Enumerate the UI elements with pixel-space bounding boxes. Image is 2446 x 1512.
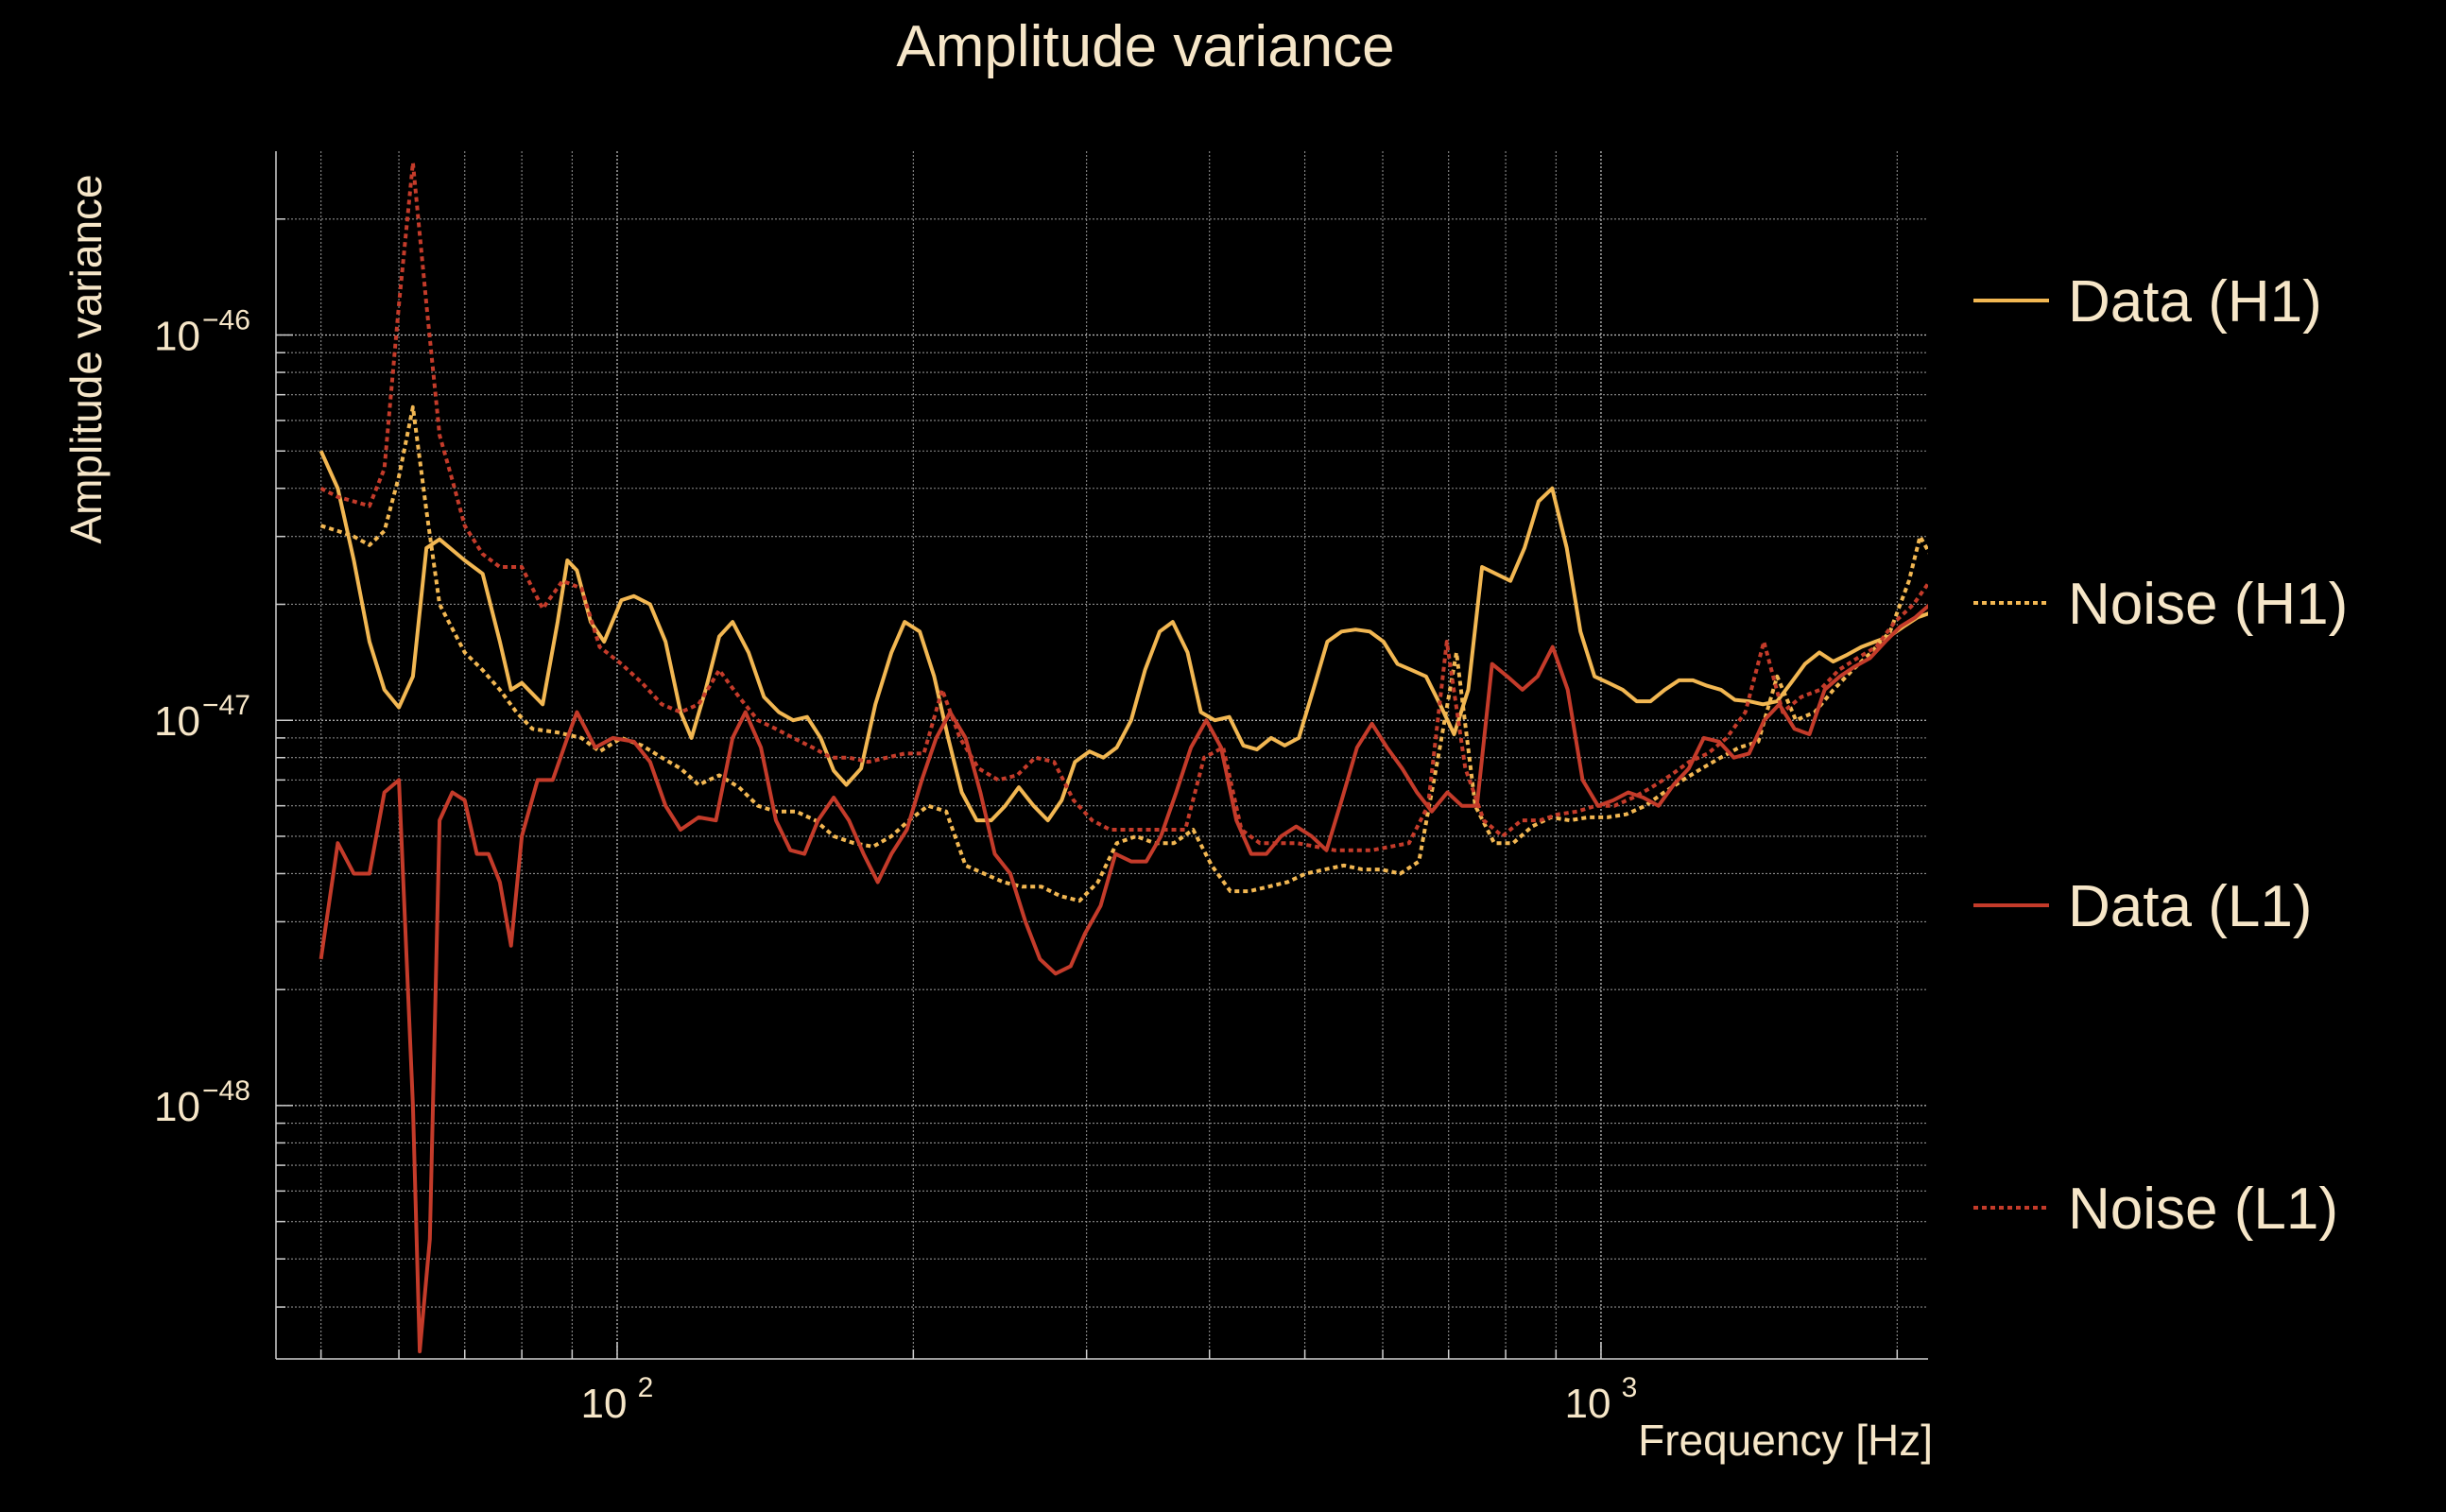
x-tick-exponent: 2	[638, 1372, 654, 1403]
series-line-noise-l1	[319, 161, 1928, 852]
legend-label-noise-h1: Noise (H1)	[2068, 572, 2348, 637]
y-tick-exponent: −46	[202, 305, 250, 336]
legend: Data (H1) Noise (H1) Data (L1) Noise (L1)	[1973, 269, 2348, 1242]
series-line-data-l1	[319, 603, 1928, 1354]
y-tick-label: 10	[154, 314, 200, 360]
x-tick-exponent: 3	[1622, 1372, 1638, 1403]
y-tick-exponent: −47	[202, 690, 250, 721]
x-axis-label: Frequency [Hz]	[1638, 1416, 1933, 1465]
y-tick-label: 10	[154, 1084, 200, 1130]
legend-label-data-h1: Data (H1)	[2068, 269, 2322, 335]
y-axis-label: Amplitude variance	[61, 174, 111, 543]
axes	[275, 151, 1928, 1360]
series-line-noise-h1	[319, 404, 1928, 903]
x-tick-label: 10	[1564, 1381, 1611, 1427]
y-tick-label: 10	[154, 698, 200, 745]
legend-label-data-l1: Data (L1)	[2068, 874, 2312, 939]
series-layer	[319, 161, 1928, 1354]
y-tick-exponent: −48	[202, 1075, 250, 1107]
grid	[276, 151, 1928, 1359]
chart-title: Amplitude variance	[896, 14, 1394, 79]
series-line-data-h1	[319, 450, 1928, 823]
x-tick-label: 10	[581, 1381, 628, 1427]
legend-label-noise-l1: Noise (L1)	[2068, 1177, 2338, 1242]
